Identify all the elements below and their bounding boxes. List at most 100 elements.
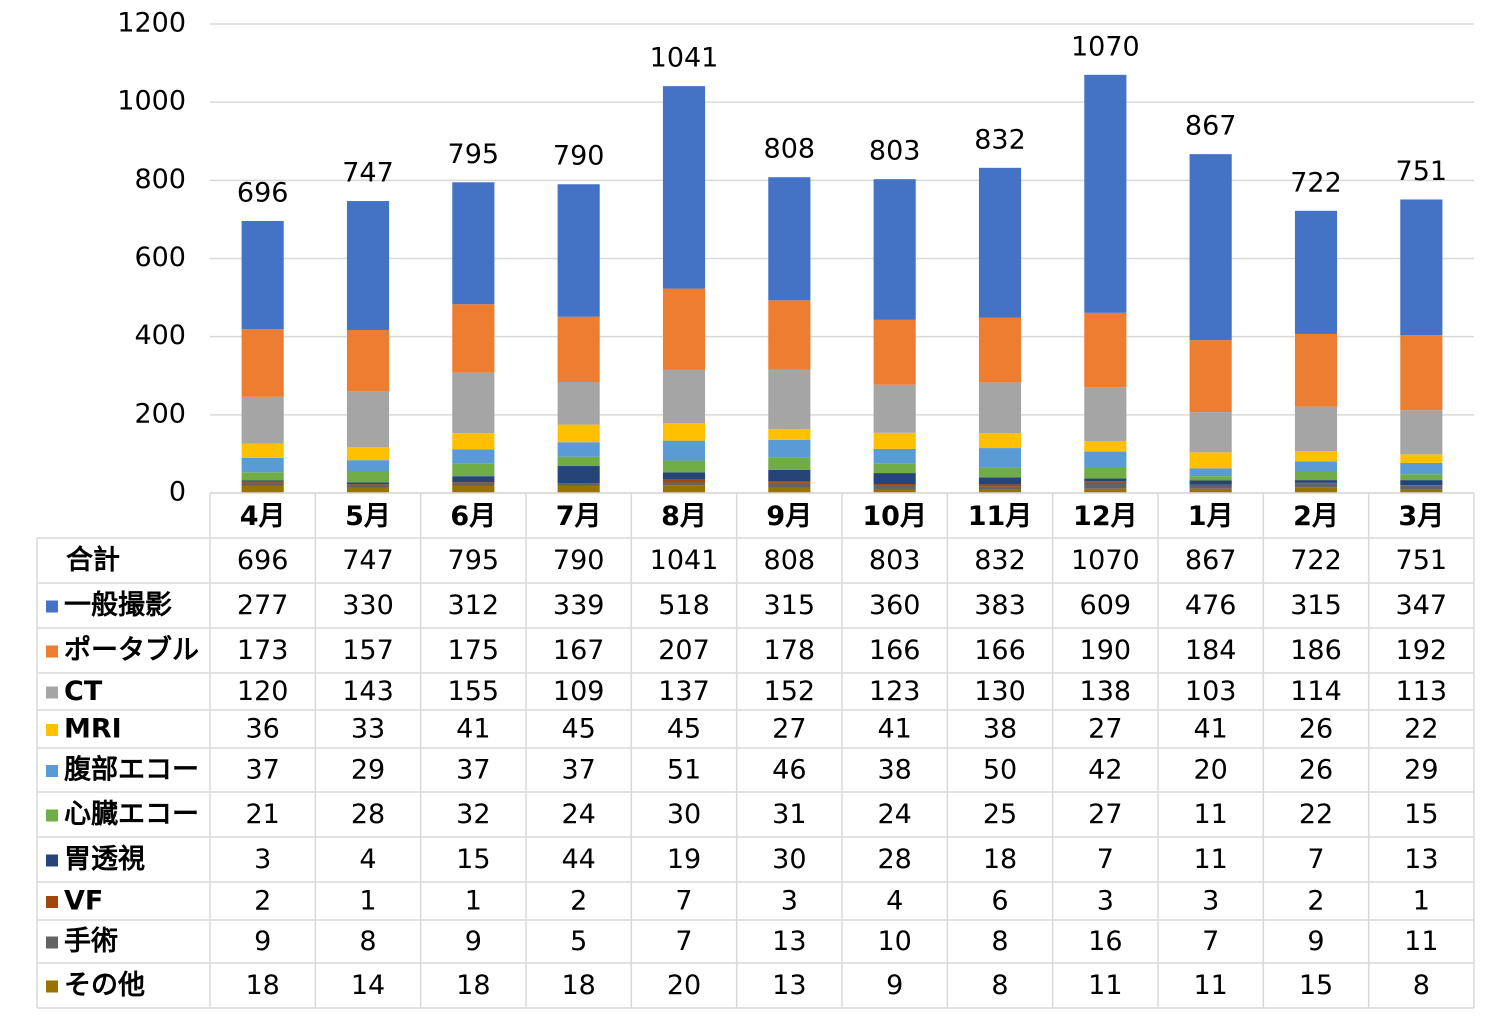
bar-segment xyxy=(1400,410,1443,455)
table-cell: 19 xyxy=(667,844,701,875)
table-cell: 45 xyxy=(561,714,595,745)
table-cell: 20 xyxy=(1193,755,1227,786)
table-cell: 38 xyxy=(877,755,911,786)
legend-swatch xyxy=(46,854,58,867)
bar-segment xyxy=(346,447,390,461)
bar-segment xyxy=(1400,485,1443,490)
bar-segment xyxy=(1084,312,1127,388)
table-cell: 11 xyxy=(1193,844,1227,875)
bar-segment xyxy=(557,466,600,484)
category-label: 8月 xyxy=(661,501,707,532)
bar-segment xyxy=(1189,452,1232,469)
table-cell: 192 xyxy=(1396,635,1448,666)
bar-segment xyxy=(1084,451,1127,468)
y-tick-label: 1000 xyxy=(117,86,186,117)
table-cell: 130 xyxy=(974,676,1026,707)
table-cell: 18 xyxy=(456,970,490,1001)
bar-segment xyxy=(452,433,495,450)
table-cell: 315 xyxy=(1290,590,1342,621)
bar-segment xyxy=(873,448,916,464)
y-tick-label: 1200 xyxy=(117,8,186,39)
table-cell: 190 xyxy=(1080,635,1132,666)
bar-segment xyxy=(1084,482,1127,489)
table-cell: 120 xyxy=(237,676,289,707)
table-cell: 11 xyxy=(1088,970,1122,1001)
table-cell: 20 xyxy=(667,970,701,1001)
row-header: 心臓エコー xyxy=(64,799,199,830)
bar-segment xyxy=(978,489,1022,493)
table-cell: 383 xyxy=(974,590,1026,621)
category-label: 12月 xyxy=(1073,501,1138,532)
legend-swatch xyxy=(46,980,58,993)
table-cell: 9 xyxy=(1307,926,1324,957)
table-cell: 166 xyxy=(974,635,1026,666)
table-cell: 8 xyxy=(359,926,376,957)
row-header: ポータブル xyxy=(64,634,199,666)
category-label: 2月 xyxy=(1293,501,1339,532)
table-cell: 41 xyxy=(877,714,911,745)
table-cell: 476 xyxy=(1185,590,1237,621)
legend-swatch xyxy=(46,600,58,613)
bar-segment xyxy=(1294,333,1338,407)
table-cell: 167 xyxy=(553,635,605,666)
bar-segment xyxy=(452,463,495,477)
bar-segment xyxy=(346,460,390,472)
table-cell: 15 xyxy=(456,844,490,875)
bar-segment xyxy=(241,481,284,483)
table-cell: 347 xyxy=(1396,590,1448,621)
bar-segment xyxy=(1189,488,1232,493)
bar-segment xyxy=(346,471,390,483)
bar-segment xyxy=(978,433,1022,449)
table-cell: 9 xyxy=(886,970,903,1001)
bar-segment xyxy=(1400,474,1443,481)
bar-segment xyxy=(1400,462,1443,475)
row-header: MRI xyxy=(64,714,122,745)
bar-segment xyxy=(662,460,706,473)
bar-segment xyxy=(662,485,706,493)
bar-segment xyxy=(873,489,916,493)
table-cell: 109 xyxy=(553,676,605,707)
y-tick-label: 200 xyxy=(134,398,186,429)
table-cell: 8 xyxy=(991,926,1008,957)
bar-segment xyxy=(557,382,600,425)
table-cell: 11 xyxy=(1193,799,1227,830)
bar-segment xyxy=(873,485,916,490)
bar-segment xyxy=(768,481,811,483)
table-cell: 137 xyxy=(658,676,710,707)
table-cell: 25 xyxy=(983,799,1017,830)
bar-segment xyxy=(978,484,1022,487)
table-cell: 9 xyxy=(254,926,271,957)
legend-swatch xyxy=(46,936,58,949)
bar-segment xyxy=(241,485,284,493)
table-cell: 41 xyxy=(456,714,490,745)
bar-segment xyxy=(978,477,1022,485)
bar-segment xyxy=(978,317,1022,383)
table-cell: 175 xyxy=(448,635,500,666)
bar-segment xyxy=(346,201,390,331)
table-cell: 1 xyxy=(1413,886,1430,917)
row-header: CT xyxy=(64,676,103,707)
bar-segment xyxy=(978,467,1022,478)
total-label: 795 xyxy=(448,139,500,170)
total-label: 751 xyxy=(1396,156,1448,187)
table-cell: 312 xyxy=(448,590,500,621)
category-label: 7月 xyxy=(556,501,602,532)
table-cell: 33 xyxy=(351,714,385,745)
table-cell: 7 xyxy=(675,926,692,957)
bar-segment xyxy=(346,484,390,488)
bar-segment xyxy=(1084,467,1127,479)
bar-segment xyxy=(1294,406,1338,452)
bar-segment xyxy=(452,182,495,305)
bar-segment xyxy=(1400,489,1443,493)
y-tick-label: 400 xyxy=(134,320,186,351)
table-cell: 22 xyxy=(1299,799,1333,830)
table-cell: 13 xyxy=(772,970,806,1001)
table-cell: 113 xyxy=(1396,676,1448,707)
table-cell: 41 xyxy=(1193,714,1227,745)
bar-segment xyxy=(978,167,1022,318)
bar-segment xyxy=(1294,480,1338,483)
table-cell: 207 xyxy=(658,635,710,666)
bar-segment xyxy=(241,472,284,481)
bar-segment xyxy=(557,424,600,443)
bar-segment xyxy=(1400,480,1443,486)
